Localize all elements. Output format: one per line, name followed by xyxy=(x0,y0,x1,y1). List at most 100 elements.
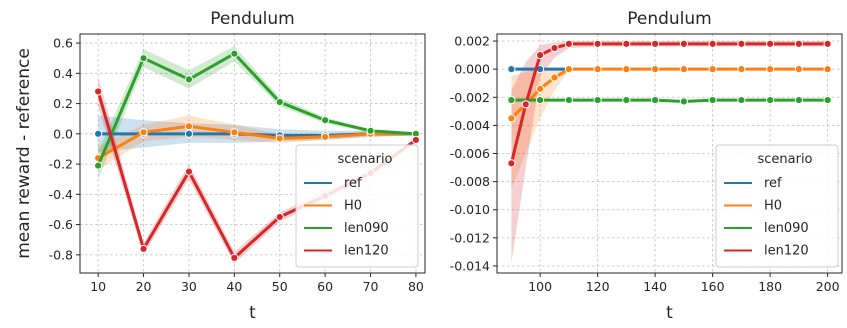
y-tick-label: -0.006 xyxy=(450,146,490,161)
x-tick-label: 100 xyxy=(528,279,552,294)
point-len120 xyxy=(550,43,559,53)
point-len120 xyxy=(564,39,573,48)
point-len090 xyxy=(737,95,746,105)
point-len120 xyxy=(275,212,284,222)
point-len090 xyxy=(507,95,516,105)
y-tick-label: -0.6 xyxy=(49,217,73,232)
point-len120 xyxy=(593,39,602,48)
point-len090 xyxy=(94,161,103,170)
legend-title: scenario xyxy=(757,152,812,167)
chart-title: Pendulum xyxy=(210,9,295,29)
band-H0 xyxy=(511,67,828,189)
x-axis-label: t xyxy=(666,303,673,323)
x-tick-label: 60 xyxy=(317,279,333,294)
point-H0 xyxy=(708,65,717,74)
x-tick-label: 10 xyxy=(90,279,106,294)
point-H0 xyxy=(737,65,746,74)
x-tick-label: 50 xyxy=(272,279,288,294)
legend-box xyxy=(715,144,839,268)
point-H0 xyxy=(593,65,602,74)
point-len120 xyxy=(94,87,103,96)
point-len120 xyxy=(521,100,530,109)
point-len090 xyxy=(823,95,832,105)
chart-title: Pendulum xyxy=(627,9,712,29)
legend: scenario ref H0 len090 len120 xyxy=(715,144,839,268)
legend-box xyxy=(295,144,419,268)
point-len120 xyxy=(823,39,832,48)
point-H0 xyxy=(139,128,148,137)
legend-label-len090: len090 xyxy=(344,221,389,236)
band-len120 xyxy=(511,41,828,264)
x-tick-label: 160 xyxy=(701,279,725,294)
y-tick-label: 0.0 xyxy=(53,126,73,141)
y-tick-label: 0.002 xyxy=(454,34,490,49)
point-len090 xyxy=(622,95,631,105)
x-tick-label: 40 xyxy=(226,279,242,294)
legend-label-ref: ref xyxy=(764,176,782,191)
x-tick-label: 180 xyxy=(758,279,782,294)
point-len120 xyxy=(708,39,717,48)
point-len120 xyxy=(230,253,239,262)
point-H0 xyxy=(679,65,688,74)
point-len090 xyxy=(184,75,194,84)
y-tick-label: -0.8 xyxy=(49,247,73,262)
point-H0 xyxy=(507,114,516,123)
x-tick-label: 30 xyxy=(181,279,197,294)
point-len090 xyxy=(794,95,803,105)
point-len120 xyxy=(507,159,516,168)
legend-label-len120: len120 xyxy=(764,244,809,259)
axes-frame xyxy=(79,33,426,274)
point-len120 xyxy=(622,39,631,48)
legend-label-ref: ref xyxy=(344,176,362,191)
series-line-H0 xyxy=(96,124,418,160)
point-ref xyxy=(94,129,103,138)
x-tick-label: 80 xyxy=(408,279,424,294)
point-H0 xyxy=(230,128,239,137)
y-axis-label: mean reward - reference xyxy=(14,48,34,259)
chart-left: 10 20 30 40 50 60 70 80 -0.8 -0.6 -0.4 -0.2 0.0 0.2 0.… xyxy=(14,9,426,323)
y-tick-label: -0.2 xyxy=(49,157,73,172)
y-tick-label: 0.000 xyxy=(454,62,490,77)
legend: scenario ref H0 len090 len120 xyxy=(295,144,419,268)
series-line-len090 xyxy=(509,98,830,103)
point-H0 xyxy=(766,65,775,74)
point-len090 xyxy=(536,95,545,105)
x-tick-label: 20 xyxy=(136,279,152,294)
y-tick-label: -0.004 xyxy=(450,118,490,133)
point-H0 xyxy=(794,65,803,74)
point-len090 xyxy=(708,95,717,105)
point-H0 xyxy=(184,122,194,131)
point-len120 xyxy=(139,244,148,253)
y-tick-label: -0.012 xyxy=(450,230,490,245)
legend-label-H0: H0 xyxy=(344,199,362,214)
point-len090 xyxy=(766,95,775,105)
x-axis-label: t xyxy=(249,303,256,323)
x-tick-label: 200 xyxy=(816,279,840,294)
point-len090 xyxy=(321,116,330,125)
point-len090 xyxy=(230,49,239,58)
point-H0 xyxy=(321,132,330,141)
point-len120 xyxy=(536,50,545,60)
point-len090 xyxy=(275,97,284,107)
plot-layer xyxy=(507,39,832,264)
y-tick-label: -0.008 xyxy=(450,174,490,189)
legend-label-len090: len090 xyxy=(764,221,809,236)
y-tick-label: -0.4 xyxy=(49,187,73,202)
point-len120 xyxy=(411,135,421,144)
point-H0 xyxy=(823,65,832,74)
y-tick-label: -0.010 xyxy=(450,202,490,217)
x-tick-label: 120 xyxy=(586,279,610,294)
point-len090 xyxy=(651,95,660,105)
point-ref xyxy=(184,129,194,138)
point-H0 xyxy=(275,134,284,143)
point-ref xyxy=(507,65,516,74)
x-tick-label: 140 xyxy=(643,279,667,294)
point-len090 xyxy=(593,95,602,105)
point-H0 xyxy=(622,65,631,74)
point-len120 xyxy=(737,39,746,48)
point-H0 xyxy=(564,65,573,74)
point-len120 xyxy=(794,39,803,48)
y-tick-label: 0.2 xyxy=(53,96,73,111)
point-len120 xyxy=(184,167,194,176)
